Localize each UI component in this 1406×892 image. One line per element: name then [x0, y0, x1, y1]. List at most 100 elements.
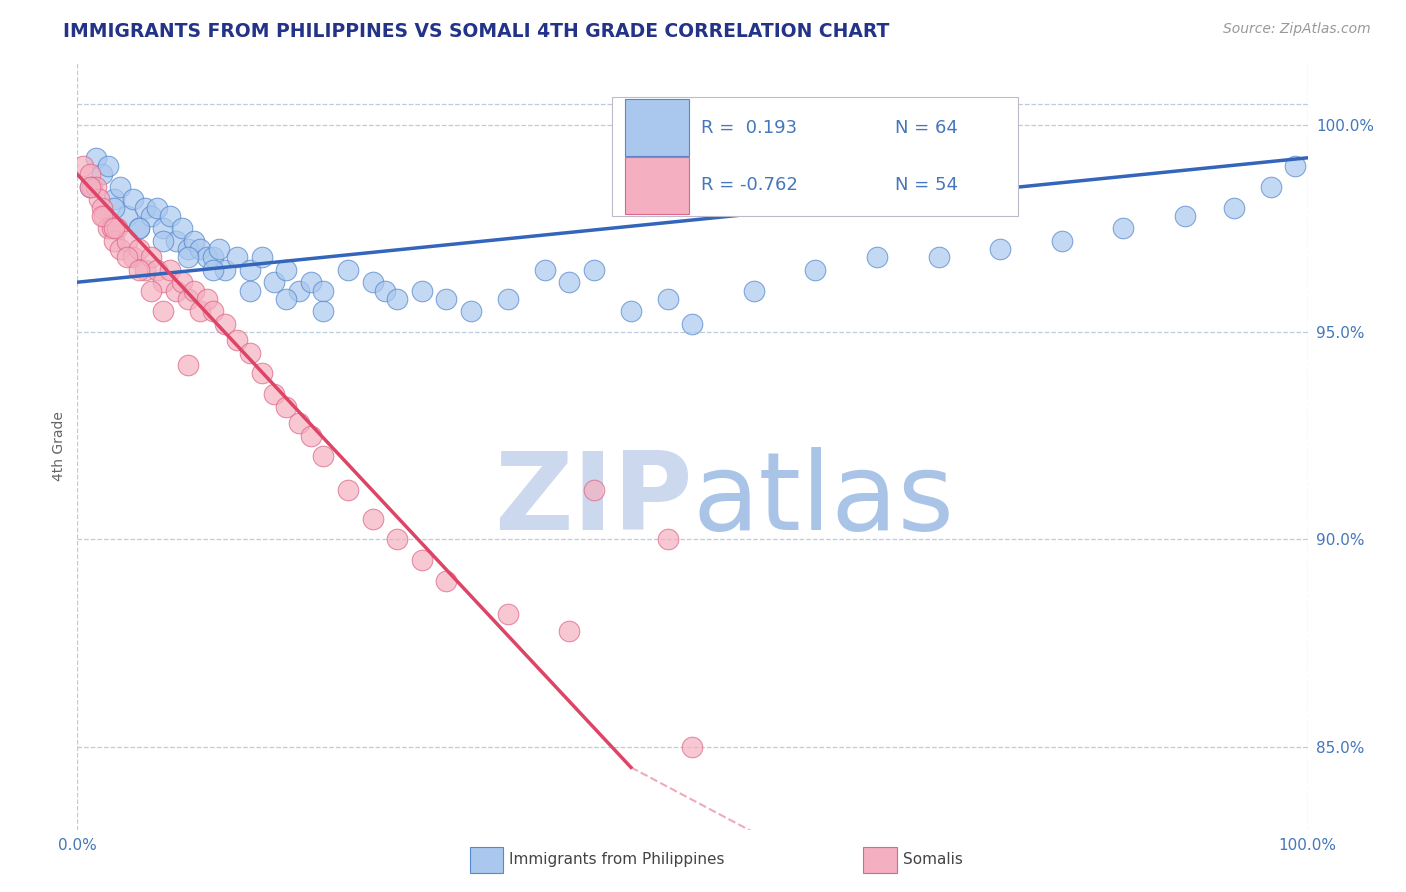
- Text: N = 54: N = 54: [896, 177, 959, 194]
- Point: [84, 179, 107, 194]
- Point: [288, 284, 311, 298]
- Point: [152, 304, 174, 318]
- Point: [288, 416, 311, 430]
- Point: [208, 242, 231, 256]
- Point: [128, 221, 150, 235]
- Text: ZIP: ZIP: [494, 447, 693, 553]
- Point: [101, 221, 124, 235]
- Text: R =  0.193: R = 0.193: [702, 119, 797, 136]
- Point: [337, 262, 360, 277]
- Y-axis label: 4th Grade: 4th Grade: [52, 411, 66, 481]
- Point: [183, 234, 205, 248]
- Point: [146, 262, 169, 277]
- Point: [115, 209, 138, 223]
- Point: [657, 292, 679, 306]
- Point: [105, 221, 128, 235]
- Point: [583, 483, 606, 497]
- Point: [276, 292, 298, 306]
- Point: [558, 624, 581, 638]
- Point: [1174, 209, 1197, 223]
- Point: [276, 400, 298, 414]
- Point: [177, 242, 200, 256]
- Point: [72, 159, 94, 173]
- Point: [183, 284, 205, 298]
- Point: [134, 262, 156, 277]
- Point: [165, 234, 187, 248]
- Point: [90, 168, 114, 182]
- Point: [385, 292, 409, 306]
- Point: [103, 201, 125, 215]
- Point: [152, 221, 174, 235]
- Point: [90, 201, 114, 215]
- Point: [496, 607, 519, 621]
- Point: [299, 275, 322, 289]
- Point: [263, 387, 285, 401]
- Point: [84, 151, 107, 165]
- FancyBboxPatch shape: [624, 157, 689, 213]
- Point: [146, 201, 169, 215]
- Point: [620, 304, 643, 318]
- Point: [1284, 159, 1306, 173]
- Text: Source: ZipAtlas.com: Source: ZipAtlas.com: [1223, 22, 1371, 37]
- Point: [263, 275, 285, 289]
- Point: [1050, 234, 1073, 248]
- Point: [79, 179, 101, 194]
- Point: [177, 358, 200, 372]
- Point: [866, 250, 889, 264]
- FancyBboxPatch shape: [624, 99, 689, 156]
- Point: [128, 221, 150, 235]
- Point: [128, 262, 150, 277]
- Point: [82, 179, 104, 194]
- Point: [115, 234, 138, 248]
- Point: [159, 262, 181, 277]
- Point: [141, 284, 163, 298]
- Point: [97, 221, 120, 235]
- Point: [226, 333, 249, 347]
- Point: [682, 739, 704, 754]
- Text: R = -0.762: R = -0.762: [702, 177, 799, 194]
- Text: IMMIGRANTS FROM PHILIPPINES VS SOMALI 4TH GRADE CORRELATION CHART: IMMIGRANTS FROM PHILIPPINES VS SOMALI 4T…: [63, 22, 890, 41]
- Point: [195, 250, 218, 264]
- Point: [804, 262, 827, 277]
- FancyBboxPatch shape: [613, 97, 1018, 216]
- Point: [134, 201, 156, 215]
- Point: [103, 234, 125, 248]
- Point: [201, 304, 224, 318]
- Point: [361, 511, 384, 525]
- Point: [214, 317, 236, 331]
- Point: [312, 450, 335, 464]
- Point: [79, 179, 101, 194]
- Point: [89, 192, 111, 206]
- Point: [460, 304, 482, 318]
- Point: [121, 192, 143, 206]
- Point: [239, 284, 262, 298]
- Point: [115, 250, 138, 264]
- Point: [226, 250, 249, 264]
- Point: [90, 209, 114, 223]
- Text: N = 64: N = 64: [896, 119, 959, 136]
- Text: atlas: atlas: [693, 447, 955, 553]
- Point: [436, 574, 458, 588]
- Point: [250, 250, 273, 264]
- Point: [214, 262, 236, 277]
- Point: [928, 250, 950, 264]
- Point: [121, 250, 143, 264]
- Point: [141, 250, 163, 264]
- Point: [195, 292, 218, 306]
- Point: [165, 284, 187, 298]
- Point: [558, 275, 581, 289]
- Point: [79, 168, 101, 182]
- Point: [110, 179, 132, 194]
- Point: [201, 262, 224, 277]
- Point: [411, 284, 433, 298]
- Point: [312, 284, 335, 298]
- Point: [1223, 201, 1246, 215]
- Point: [152, 275, 174, 289]
- Point: [411, 553, 433, 567]
- Point: [128, 242, 150, 256]
- Point: [177, 292, 200, 306]
- Point: [682, 317, 704, 331]
- Point: [374, 284, 396, 298]
- Point: [337, 483, 360, 497]
- Point: [239, 262, 262, 277]
